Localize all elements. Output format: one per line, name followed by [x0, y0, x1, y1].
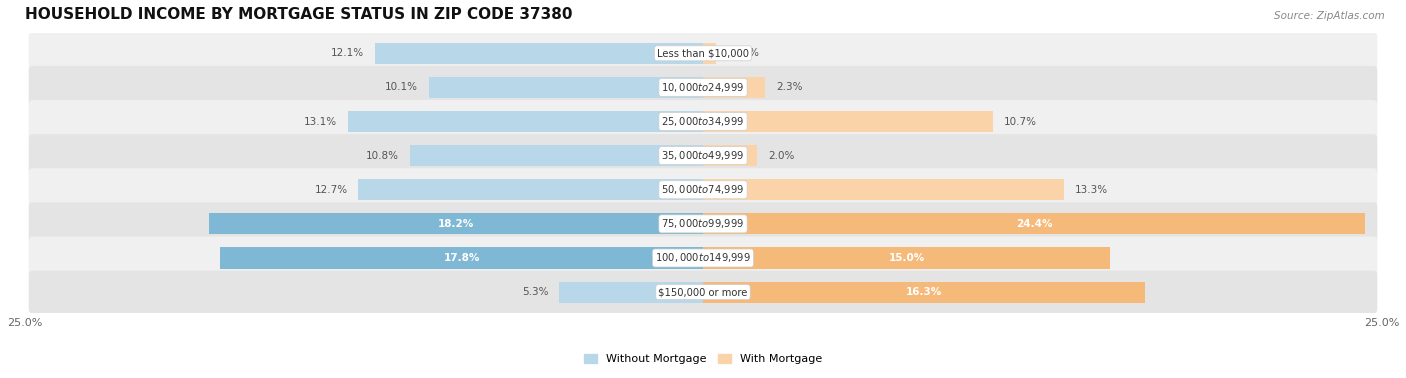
Text: 16.3%: 16.3%: [905, 287, 942, 297]
Text: 17.8%: 17.8%: [443, 253, 479, 263]
Text: $150,000 or more: $150,000 or more: [658, 287, 748, 297]
Bar: [703, 248, 1109, 269]
Text: $75,000 to $99,999: $75,000 to $99,999: [661, 217, 745, 230]
Bar: [219, 248, 703, 269]
Text: 12.1%: 12.1%: [330, 48, 364, 58]
FancyBboxPatch shape: [28, 32, 1378, 75]
FancyBboxPatch shape: [28, 100, 1378, 143]
FancyBboxPatch shape: [28, 168, 1378, 211]
Text: 2.3%: 2.3%: [776, 82, 803, 92]
FancyBboxPatch shape: [28, 66, 1378, 109]
Text: 18.2%: 18.2%: [437, 219, 474, 229]
Bar: [703, 179, 1064, 200]
Text: 5.3%: 5.3%: [522, 287, 548, 297]
Legend: Without Mortgage, With Mortgage: Without Mortgage, With Mortgage: [579, 349, 827, 369]
Text: $50,000 to $74,999: $50,000 to $74,999: [661, 183, 745, 196]
Text: $10,000 to $24,999: $10,000 to $24,999: [661, 81, 745, 94]
Bar: [703, 282, 1146, 303]
Bar: [703, 213, 1365, 234]
FancyBboxPatch shape: [28, 271, 1378, 314]
Bar: [374, 43, 703, 64]
Text: Less than $10,000: Less than $10,000: [657, 48, 749, 58]
FancyBboxPatch shape: [28, 237, 1378, 279]
Bar: [560, 282, 703, 303]
Text: 15.0%: 15.0%: [889, 253, 925, 263]
FancyBboxPatch shape: [28, 202, 1378, 245]
Text: 10.7%: 10.7%: [1004, 116, 1038, 127]
Bar: [347, 111, 703, 132]
Bar: [703, 77, 765, 98]
Text: 13.1%: 13.1%: [304, 116, 336, 127]
Text: 10.1%: 10.1%: [385, 82, 418, 92]
FancyBboxPatch shape: [28, 134, 1378, 177]
Bar: [359, 179, 703, 200]
Bar: [703, 43, 716, 64]
Text: 13.3%: 13.3%: [1074, 185, 1108, 195]
Text: $35,000 to $49,999: $35,000 to $49,999: [661, 149, 745, 162]
Text: 24.4%: 24.4%: [1015, 219, 1052, 229]
Text: $25,000 to $34,999: $25,000 to $34,999: [661, 115, 745, 128]
Bar: [429, 77, 703, 98]
Bar: [411, 145, 703, 166]
Bar: [703, 111, 994, 132]
Text: 12.7%: 12.7%: [315, 185, 347, 195]
Text: $100,000 to $149,999: $100,000 to $149,999: [655, 251, 751, 265]
Bar: [703, 145, 758, 166]
Text: 0.47%: 0.47%: [727, 48, 759, 58]
Bar: [209, 213, 703, 234]
Text: 10.8%: 10.8%: [366, 151, 399, 161]
Text: 2.0%: 2.0%: [768, 151, 794, 161]
Text: HOUSEHOLD INCOME BY MORTGAGE STATUS IN ZIP CODE 37380: HOUSEHOLD INCOME BY MORTGAGE STATUS IN Z…: [25, 7, 572, 22]
Text: Source: ZipAtlas.com: Source: ZipAtlas.com: [1274, 11, 1385, 21]
